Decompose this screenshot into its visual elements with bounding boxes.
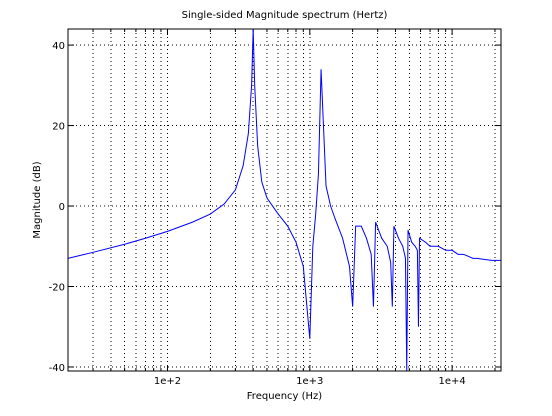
x-tick-label: 1e+3 — [296, 376, 323, 387]
y-tick-label: 0 — [59, 202, 65, 213]
y-tick-label: -20 — [49, 283, 65, 294]
y-tick-label: 20 — [52, 122, 65, 133]
plot-background — [68, 29, 501, 371]
y-axis-label: Magnitude (dB) — [32, 161, 43, 238]
x-axis-label: Frequency (Hz) — [247, 391, 323, 402]
x-tick-label: 1e+2 — [154, 376, 181, 387]
x-tick-label: 1e+4 — [438, 376, 465, 387]
chart-title: Single-sided Magnitude spectrum (Hertz) — [182, 10, 388, 21]
y-tick-label: -40 — [49, 363, 65, 374]
y-tick-label: 40 — [52, 41, 65, 52]
